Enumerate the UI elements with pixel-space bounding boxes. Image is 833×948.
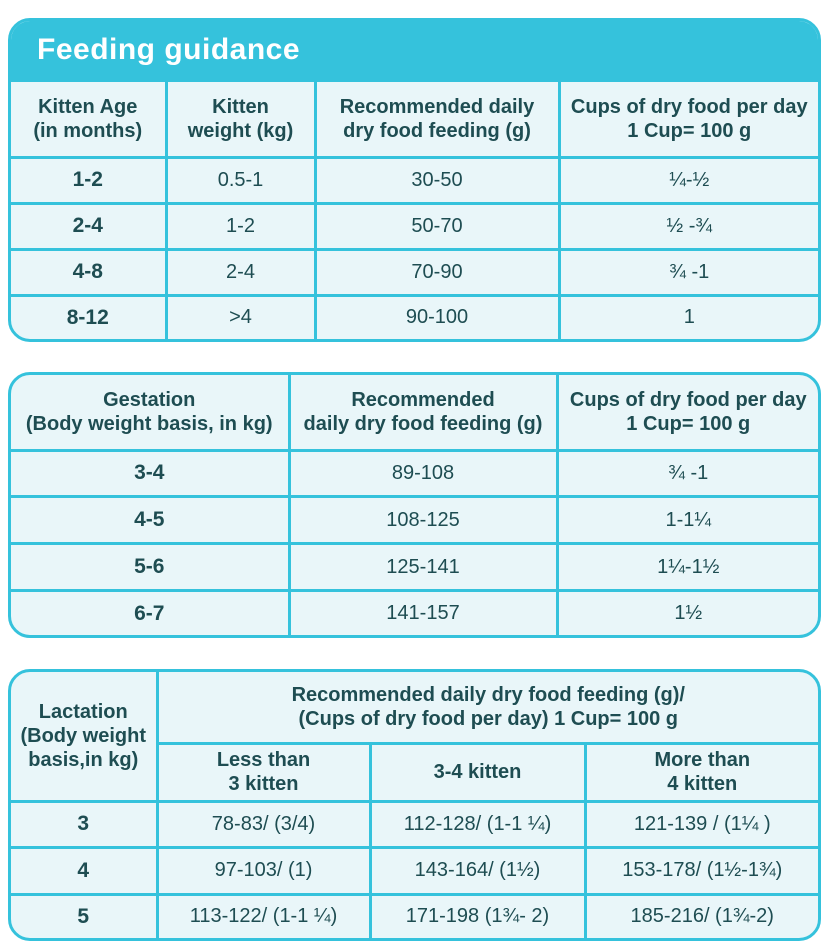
table-row: 6-7 141-157 1½	[11, 589, 818, 635]
header-line: (Cups of dry food per day) 1 Cup= 100 g	[298, 707, 679, 730]
header-line: 3 kitten	[228, 773, 299, 795]
gestation-panel: Gestation (Body weight basis, in kg) Rec…	[8, 372, 821, 638]
gestation-table: Gestation (Body weight basis, in kg) Rec…	[11, 375, 818, 635]
lactation-group-header: Recommended daily dry food feeding (g)/ …	[155, 672, 818, 745]
table-row: 4-8 2-4 70-90 ¾ -1	[11, 247, 818, 297]
table-row: 1-2 0.5-1 30-50 ¼-½	[11, 155, 818, 205]
feeding-grams-cell: 30-50	[313, 155, 561, 205]
header-line: (Body weight basis, in kg)	[25, 412, 273, 435]
cups-cell: ¼-½	[557, 155, 818, 205]
header-line: More than	[654, 749, 751, 771]
lactation-group-header-row: Lactation (Body weight basis,in kg) Reco…	[11, 672, 818, 803]
body-weight-cell: 5	[11, 892, 159, 938]
header-line: Recommended	[351, 388, 495, 411]
header-line: Recommended daily dry food feeding (g)/	[291, 683, 685, 706]
cups-cell: 1-1¼	[555, 495, 818, 546]
header-line: 1 Cup= 100 g	[627, 119, 752, 142]
header-line: daily dry food feeding (g)	[303, 412, 543, 435]
header-line: weight (kg)	[187, 119, 294, 142]
header-line: Recommended daily	[339, 95, 535, 118]
kitten-age-cell: 8-12	[11, 293, 168, 339]
more-than-4-kitten-cell: 153-178/ (1½-1¾)	[583, 846, 818, 896]
header-line: (Body weight	[20, 724, 147, 747]
kitten-age-cell: 1-2	[11, 155, 168, 205]
header-line: Gestation	[103, 388, 196, 411]
more-than-4-kitten-cell: 121-139 / (1¼ )	[583, 799, 818, 850]
table-row: 5 113-122/ (1-1 ¼) 171-198 (1¾- 2) 185-2…	[11, 892, 818, 938]
body-weight-cell: 3-4	[11, 448, 291, 499]
feeding-guidance-title: Feeding guidance	[37, 33, 301, 66]
3-4-kitten-header: 3-4 kitten	[368, 741, 587, 803]
3-4-kitten-cell: 112-128/ (1-1 ¼)	[368, 799, 587, 850]
header-line: Lactation	[38, 700, 128, 723]
more-than-4-kitten-cell: 185-216/ (1¾-2)	[583, 892, 818, 938]
kitten-feeding-table: Kitten Age (in months) Kitten weight (kg…	[11, 82, 818, 339]
header-line: Kitten	[212, 95, 269, 118]
more-than-4-kitten-header: More than 4 kitten	[583, 741, 818, 803]
table-row: 4 97-103/ (1) 143-164/ (1½) 153-178/ (1½…	[11, 846, 818, 896]
header-line: 3-4 kitten	[433, 761, 522, 783]
header-line: basis,in kg)	[28, 748, 139, 771]
cups-cell: 1	[557, 293, 818, 339]
header-line: 4 kitten	[667, 773, 738, 795]
header-line: Less than	[216, 749, 311, 771]
cups-cell: ½ -¾	[557, 201, 818, 251]
body-weight-cell: 6-7	[11, 589, 291, 635]
cups-per-day-header: Cups of dry food per day 1 Cup= 100 g	[555, 375, 818, 452]
header-line: 1 Cup= 100 g	[626, 412, 751, 435]
body-weight-cell: 3	[11, 799, 159, 850]
table-row: 5-6 125-141 1¼-1½	[11, 542, 818, 593]
kitten-table-header-row: Kitten Age (in months) Kitten weight (kg…	[11, 82, 818, 159]
cups-cell: ¾ -1	[557, 247, 818, 297]
table-row: 3-4 89-108 ¾ -1	[11, 448, 818, 499]
cups-cell: ¾ -1	[555, 448, 818, 499]
3-4-kitten-cell: 171-198 (1¾- 2)	[368, 892, 587, 938]
feeding-grams-cell: 90-100	[313, 293, 561, 339]
kitten-weight-header: Kitten weight (kg)	[164, 82, 317, 159]
body-weight-cell: 4	[11, 846, 159, 896]
header-line: dry food feeding (g)	[343, 119, 531, 142]
cups-per-day-header: Cups of dry food per day 1 Cup= 100 g	[557, 82, 818, 159]
gestation-header-row: Gestation (Body weight basis, in kg) Rec…	[11, 375, 818, 452]
kitten-weight-cell: >4	[164, 293, 317, 339]
header-line: (in months)	[33, 119, 143, 142]
body-weight-cell: 5-6	[11, 542, 291, 593]
header-line: Kitten Age	[38, 95, 138, 118]
lactation-panel: Lactation (Body weight basis,in kg) Reco…	[8, 669, 821, 941]
kitten-weight-cell: 0.5-1	[164, 155, 317, 205]
feeding-grams-cell: 141-157	[287, 589, 559, 635]
feeding-grams-cell: 89-108	[287, 448, 559, 499]
less-than-3-kitten-cell: 78-83/ (3/4)	[155, 799, 372, 850]
lactation-subheader-row: Less than 3 kitten 3-4 kitten More than …	[11, 741, 818, 803]
less-than-3-kitten-header: Less than 3 kitten	[157, 741, 372, 803]
gestation-weight-header: Gestation (Body weight basis, in kg)	[11, 375, 291, 452]
cups-cell: 1½	[555, 589, 818, 635]
feeding-guidance-title-bar: Feeding guidance	[11, 21, 818, 82]
table-row: 3 78-83/ (3/4) 112-128/ (1-1 ¼) 121-139 …	[11, 799, 818, 850]
3-4-kitten-cell: 143-164/ (1½)	[368, 846, 587, 896]
table-row: 8-12 >4 90-100 1	[11, 293, 818, 339]
lactation-weight-header: Lactation (Body weight basis,in kg)	[11, 672, 159, 803]
less-than-3-kitten-cell: 97-103/ (1)	[155, 846, 372, 896]
kitten-age-header: Kitten Age (in months)	[11, 82, 168, 159]
body-weight-cell: 4-5	[11, 495, 291, 546]
header-line: Cups of dry food per day	[570, 95, 808, 118]
less-than-3-kitten-cell: 113-122/ (1-1 ¼)	[155, 892, 372, 938]
feeding-grams-cell: 70-90	[313, 247, 561, 297]
kitten-weight-cell: 1-2	[164, 201, 317, 251]
feeding-guidance-panel: Feeding guidance Kitten Age (in months) …	[8, 18, 821, 342]
header-line: Cups of dry food per day	[569, 388, 807, 411]
feeding-grams-cell: 108-125	[287, 495, 559, 546]
kitten-age-cell: 4-8	[11, 247, 168, 297]
table-row: 4-5 108-125 1-1¼	[11, 495, 818, 546]
kitten-weight-cell: 2-4	[164, 247, 317, 297]
recommended-feeding-header: Recommended daily dry food feeding (g)	[287, 375, 559, 452]
cups-cell: 1¼-1½	[555, 542, 818, 593]
feeding-grams-cell: 125-141	[287, 542, 559, 593]
lactation-table: Lactation (Body weight basis,in kg) Reco…	[11, 672, 818, 938]
kitten-age-cell: 2-4	[11, 201, 168, 251]
recommended-feeding-header: Recommended daily dry food feeding (g)	[313, 82, 561, 159]
feeding-grams-cell: 50-70	[313, 201, 561, 251]
table-row: 2-4 1-2 50-70 ½ -¾	[11, 201, 818, 251]
